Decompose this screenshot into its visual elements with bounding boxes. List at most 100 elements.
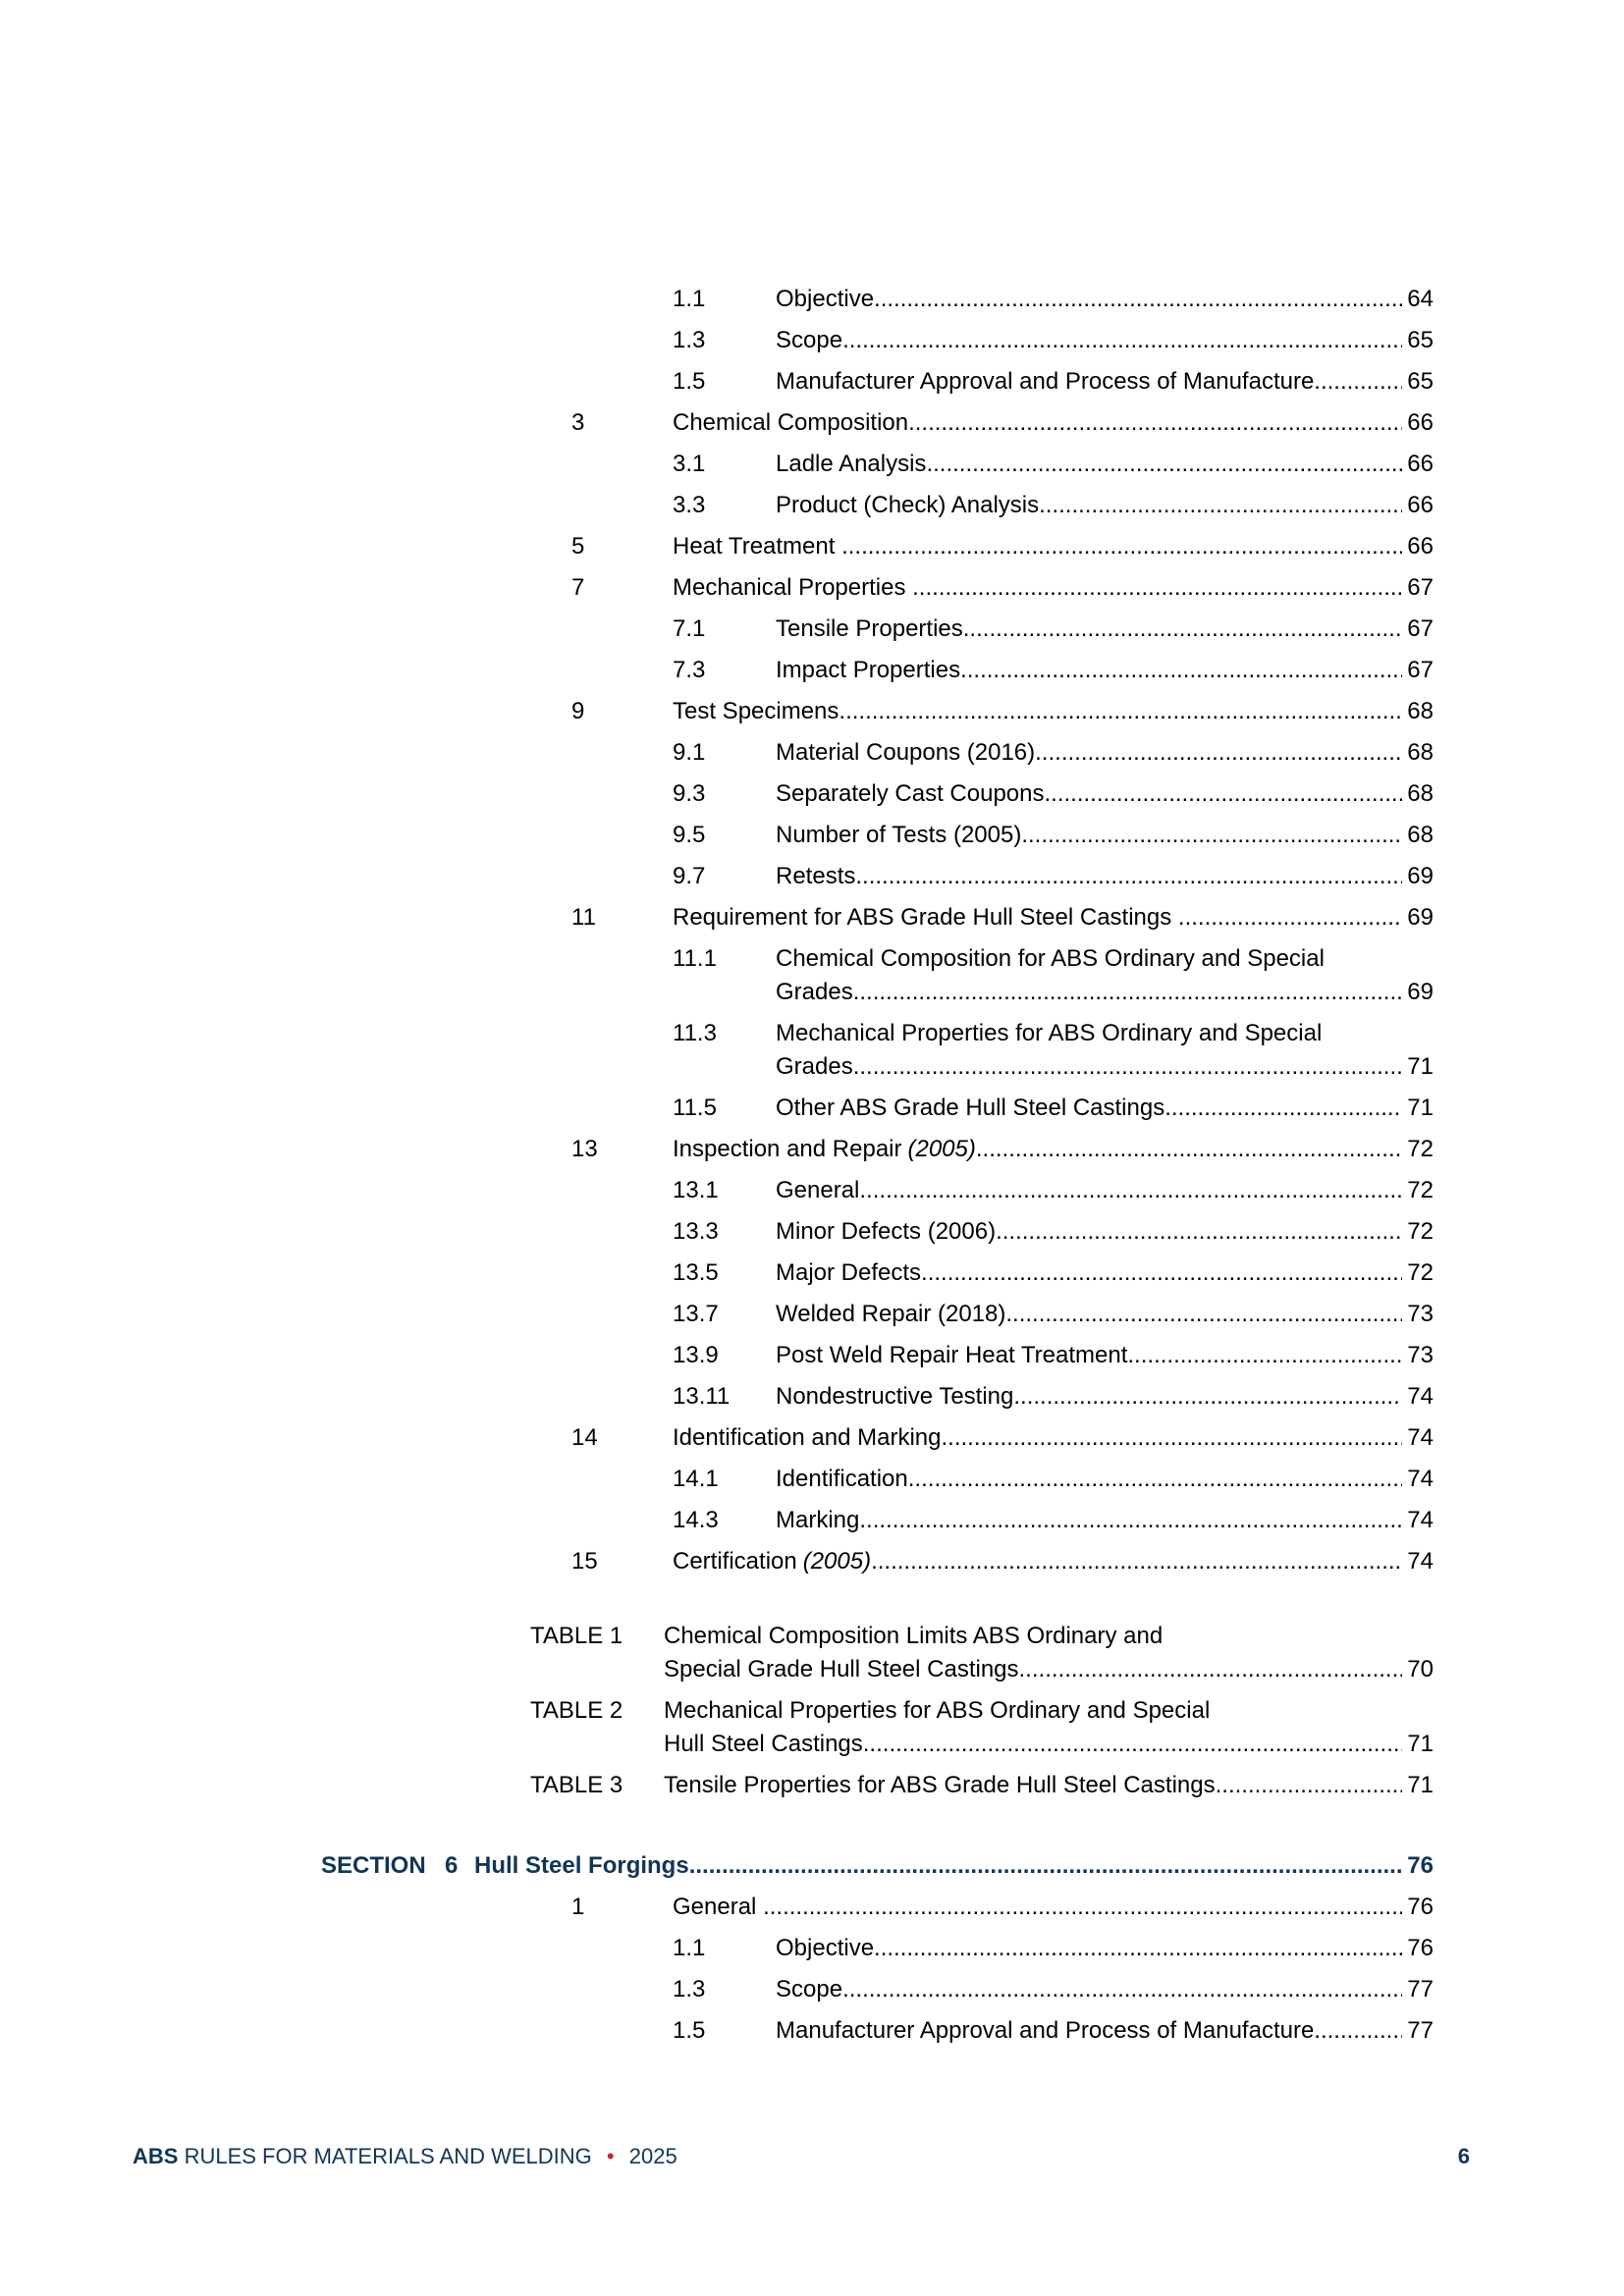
toc-entry-text-line: Mechanical Properties for ABS Ordinary a…: [664, 1697, 1211, 1724]
toc-section-heading[interactable]: SECTION 6 Hull Steel Forgings.............…: [0, 1849, 1434, 1883]
toc-entry-page-number: 71: [1407, 1053, 1434, 1080]
toc-entry[interactable]: 3.3 Product (Check) Analysis.............…: [0, 489, 1434, 522]
toc-entry[interactable]: 15 Certification (2005)...................…: [0, 1545, 1434, 1578]
toc-entry-dotted-line: Scope...................................…: [776, 1973, 1434, 2006]
toc-table-entry[interactable]: TABLE 1 Chemical Composition Limits ABS O…: [0, 1620, 1434, 1686]
toc-entry[interactable]: 7 Mechanical Properties .................…: [0, 571, 1434, 605]
toc-entry-page-number: 76: [1407, 1852, 1434, 1879]
toc-entry-title: Product (Check) Analysis: [776, 492, 1040, 518]
toc-entry[interactable]: 11 Requirement for ABS Grade Hull Steel C…: [0, 901, 1434, 934]
toc-entry[interactable]: 11.3 Mechanical Properties for ABS Ordina…: [0, 1017, 1434, 1084]
toc-entry-dotted-line: Mechanical Properties ..................…: [673, 571, 1434, 605]
toc-entry-number: 3.3: [673, 492, 706, 518]
toc-entry[interactable]: 1.1 Objective............................…: [0, 283, 1434, 316]
toc-entry[interactable]: 13.3 Minor Defects (2006)................…: [0, 1215, 1434, 1249]
toc-entry-dotted-line: Hull Steel Forgings.....................…: [474, 1849, 1434, 1883]
toc-section-label: SECTION: [321, 1852, 426, 1879]
toc-entry-dotted-line: Requirement for ABS Grade Hull Steel Cas…: [673, 901, 1434, 934]
toc-entry[interactable]: 7.1 Tensile Properties...................…: [0, 613, 1434, 646]
toc-entry-number: 9: [571, 698, 585, 724]
toc-entry-dotted-line: Post Weld Repair Heat Treatment.........…: [776, 1339, 1434, 1372]
toc-entry-number: 9.5: [673, 822, 706, 848]
toc-entry-body: Separately Cast Coupons.................…: [776, 777, 1434, 811]
toc-entry[interactable]: 5 Heat Treatment ........................…: [0, 530, 1434, 563]
toc-entry-body: Retests.................................…: [776, 860, 1434, 893]
toc-entry[interactable]: 14 Identification and Marking............…: [0, 1421, 1434, 1455]
toc-entry-page-number: 66: [1407, 492, 1434, 518]
toc-entry[interactable]: 13.11 Nondestructive Testing.............…: [0, 1380, 1434, 1414]
toc-entry[interactable]: 1.3 Scope................................…: [0, 324, 1434, 357]
toc-entry[interactable]: 9.7 Retests..............................…: [0, 860, 1434, 893]
toc-entry-dotted-line: Number of Tests (2005)..................…: [776, 819, 1434, 852]
toc-entry-page-number: 66: [1407, 533, 1434, 560]
toc-entry-dotted-line: Grades..................................…: [776, 976, 1434, 1009]
toc-entry-page-number: 66: [1407, 451, 1434, 477]
toc-entry-page-number: 77: [1407, 1976, 1434, 2002]
toc-entry-number: 13.5: [673, 1259, 719, 1286]
toc-entry-dotted-line: Other ABS Grade Hull Steel Castings.....…: [776, 1092, 1434, 1125]
toc-entry-number: 13.3: [673, 1218, 719, 1245]
toc-entry[interactable]: 9 Test Specimens.........................…: [0, 695, 1434, 728]
toc-entry[interactable]: 1.5 Manufacturer Approval and Process of …: [0, 365, 1434, 399]
toc-entry-page-number: 74: [1407, 1548, 1434, 1575]
toc-entry[interactable]: 13.5 Major Defects.......................…: [0, 1256, 1434, 1290]
toc-entry[interactable]: 3 Chemical Composition...................…: [0, 406, 1434, 440]
toc-entry-body: Inspection and Repair (2005).............…: [673, 1133, 1434, 1166]
toc-entry[interactable]: 13.9 Post Weld Repair Heat Treatment.....…: [0, 1339, 1434, 1372]
toc-entry-title-year-italic: (2005): [802, 1548, 872, 1575]
toc-entry[interactable]: 13.1 General.............................…: [0, 1174, 1434, 1207]
toc-entry-title: Tensile Properties: [776, 615, 963, 642]
dot-leader: ........................................…: [1018, 1656, 1403, 1682]
toc-entry[interactable]: 14.1 Identification......................…: [0, 1463, 1434, 1496]
toc-entry[interactable]: 3.1 Ladle Analysis.......................…: [0, 448, 1434, 481]
dot-leader: ........................................…: [852, 979, 1403, 1005]
toc-entry-dotted-line: Heat Treatment .........................…: [673, 530, 1434, 563]
toc-entry-title: Inspection and Repair: [673, 1136, 902, 1162]
toc-entry[interactable]: 14.3 Marking.............................…: [0, 1504, 1434, 1537]
toc-entry[interactable]: 7.3 Impact Properties....................…: [0, 654, 1434, 687]
dot-leader: ........................................…: [874, 1935, 1403, 1961]
toc-entry-number: 7.3: [673, 657, 706, 683]
toc-entry-dotted-line: Test Specimens..........................…: [673, 695, 1434, 728]
toc-table-entry[interactable]: TABLE 3 Tensile Properties for ABS Grade …: [0, 1769, 1434, 1802]
dot-leader: ........................................…: [1044, 780, 1403, 807]
toc-entry-dotted-line: Tensile Properties......................…: [776, 613, 1434, 646]
toc-entry[interactable]: 11.5 Other ABS Grade Hull Steel Castings.…: [0, 1092, 1434, 1125]
toc-entry-number: 11.5: [673, 1095, 717, 1121]
toc-entry-number: 1.1: [673, 1935, 706, 1961]
toc-entry-title: Grades: [776, 1053, 853, 1080]
toc-entry-dotted-line: Identification and Marking..............…: [673, 1421, 1434, 1455]
toc-entry-body: Mechanical Properties for ABS Ordinary a…: [664, 1694, 1434, 1761]
toc-entry-body: Major Defects...........................…: [776, 1256, 1434, 1290]
toc-entry[interactable]: 9.1 Material Coupons (2016)..............…: [0, 736, 1434, 770]
toc-entry[interactable]: 9.5 Number of Tests (2005)...............…: [0, 819, 1434, 852]
toc-entry-title: Grades: [776, 979, 853, 1005]
toc-entry[interactable]: 1.5 Manufacturer Approval and Process of …: [0, 2014, 1434, 2048]
toc-entry-page-number: 68: [1407, 822, 1434, 848]
toc-entry[interactable]: 13 Inspection and Repair (2005)...........…: [0, 1133, 1434, 1166]
toc-entry-body: Material Coupons (2016).................…: [776, 736, 1434, 770]
toc-entry-page-number: 67: [1407, 615, 1434, 642]
toc-entry[interactable]: 1.1 Objective............................…: [0, 1932, 1434, 1965]
toc-entry-number: 11.3: [673, 1020, 717, 1046]
toc-entry-title: Scope: [776, 1976, 843, 2002]
toc-entry[interactable]: 11.1 Chemical Composition for ABS Ordinar…: [0, 942, 1434, 1009]
toc-entry-page-number: 73: [1407, 1342, 1434, 1368]
toc-entry-body: Mechanical Properties ..................…: [673, 571, 1434, 605]
toc-entry-dotted-line: Impact Properties.......................…: [776, 654, 1434, 687]
toc-entry[interactable]: 1.3 Scope................................…: [0, 1973, 1434, 2006]
dot-leader: ........................................…: [996, 1218, 1403, 1245]
toc-table-entry[interactable]: TABLE 2 Mechanical Properties for ABS Ord…: [0, 1694, 1434, 1761]
footer-title: RULES FOR MATERIALS AND WELDING: [184, 2144, 592, 2168]
toc-entry[interactable]: 13.7 Welded Repair (2018)................…: [0, 1298, 1434, 1331]
toc-entry-dotted-line: Separately Cast Coupons.................…: [776, 777, 1434, 811]
toc-entry-body: Welded Repair (2018)....................…: [776, 1298, 1434, 1331]
dot-leader: ........................................…: [1314, 368, 1402, 395]
toc-entry-body: Chemical Composition....................…: [673, 406, 1434, 440]
footer-left: ABS RULES FOR MATERIALS AND WELDING • 20…: [133, 2144, 677, 2169]
toc-entry-body: Manufacturer Approval and Process of Man…: [776, 365, 1434, 399]
toc-entry-number: 13: [571, 1136, 598, 1162]
toc-entry[interactable]: 9.3 Separately Cast Coupons..............…: [0, 777, 1434, 811]
toc-table-label: TABLE 1: [530, 1623, 623, 1649]
toc-entry[interactable]: 1 General ...............................…: [0, 1891, 1434, 1924]
